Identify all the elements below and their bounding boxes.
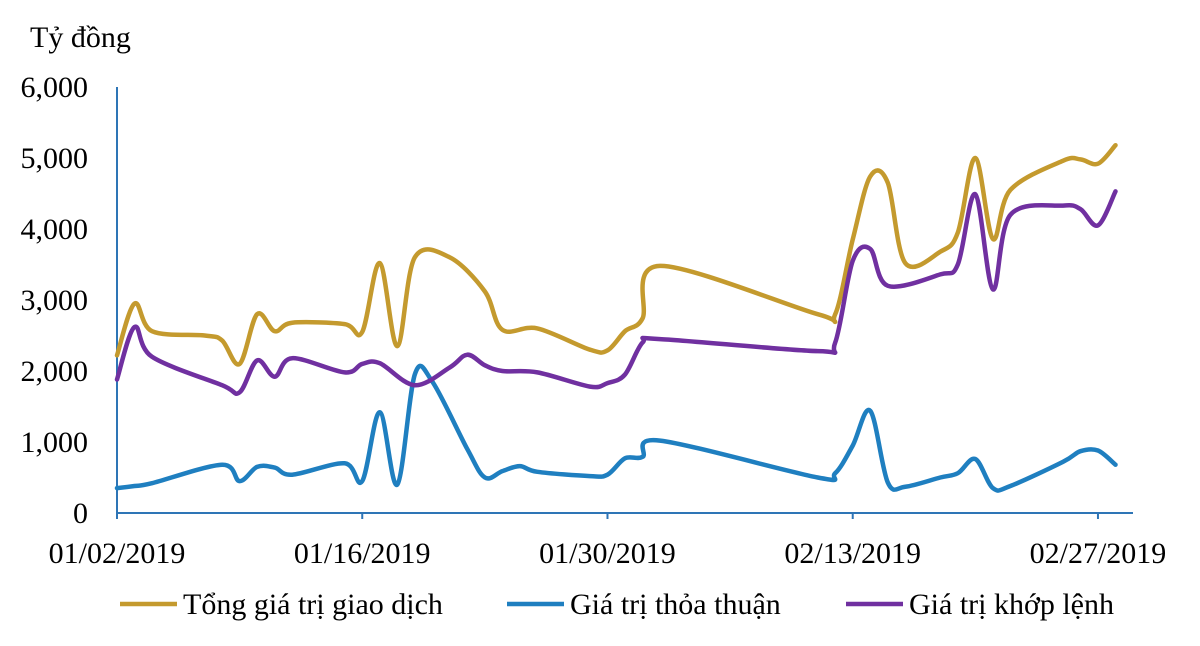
legend-item-total-value: Tổng giá trị giao dịch (120, 588, 443, 621)
legend: Tổng giá trị giao dịch Giá trị thỏa thuận… (120, 588, 1114, 621)
matched-value-line (114, 189, 1118, 396)
y-axis-unit-label: Tỷ đồng (30, 21, 131, 54)
x-axis-ticks: 01/02/2019 01/16/2019 01/30/2019 02/13/2019… (49, 513, 1167, 570)
y-axis-ticks: 0 1,000 2,000 3,000 4,000 5,000 6,000 (21, 71, 89, 530)
x-tick-label: 01/30/2019 (539, 537, 676, 570)
legend-label: Giá trị khớp lệnh (909, 588, 1114, 621)
y-tick-label: 3,000 (21, 284, 89, 317)
y-tick-label: 6,000 (21, 71, 89, 104)
x-tick-label: 01/16/2019 (294, 537, 431, 570)
y-tick-label: 2,000 (21, 355, 89, 388)
negotiated-value-line (114, 363, 1118, 493)
legend-item-matched-value: Giá trị khớp lệnh (846, 588, 1114, 621)
series-lines (114, 142, 1118, 493)
legend-label: Giá trị thỏa thuận (570, 588, 781, 621)
y-tick-label: 1,000 (21, 426, 89, 459)
x-tick-label: 02/27/2019 (1030, 537, 1167, 570)
total-value-line (114, 142, 1118, 367)
x-tick-label: 02/13/2019 (784, 537, 921, 570)
legend-item-negotiated-value: Giá trị thỏa thuận (507, 588, 781, 621)
y-tick-label: 5,000 (21, 142, 89, 175)
y-tick-label: 4,000 (21, 213, 89, 246)
y-tick-label: 0 (73, 497, 88, 530)
x-tick-label: 01/02/2019 (49, 537, 186, 570)
legend-label: Tổng giá trị giao dịch (183, 588, 443, 621)
